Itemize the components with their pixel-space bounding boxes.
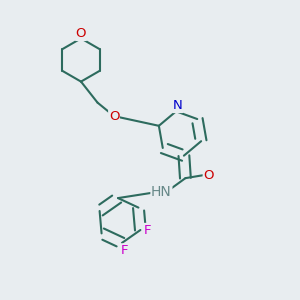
Text: O: O xyxy=(76,27,86,40)
Text: O: O xyxy=(109,110,119,123)
Text: N: N xyxy=(173,99,182,112)
Text: F: F xyxy=(121,244,129,257)
Text: HN: HN xyxy=(151,185,172,199)
Text: O: O xyxy=(203,169,214,182)
Text: F: F xyxy=(144,224,152,236)
